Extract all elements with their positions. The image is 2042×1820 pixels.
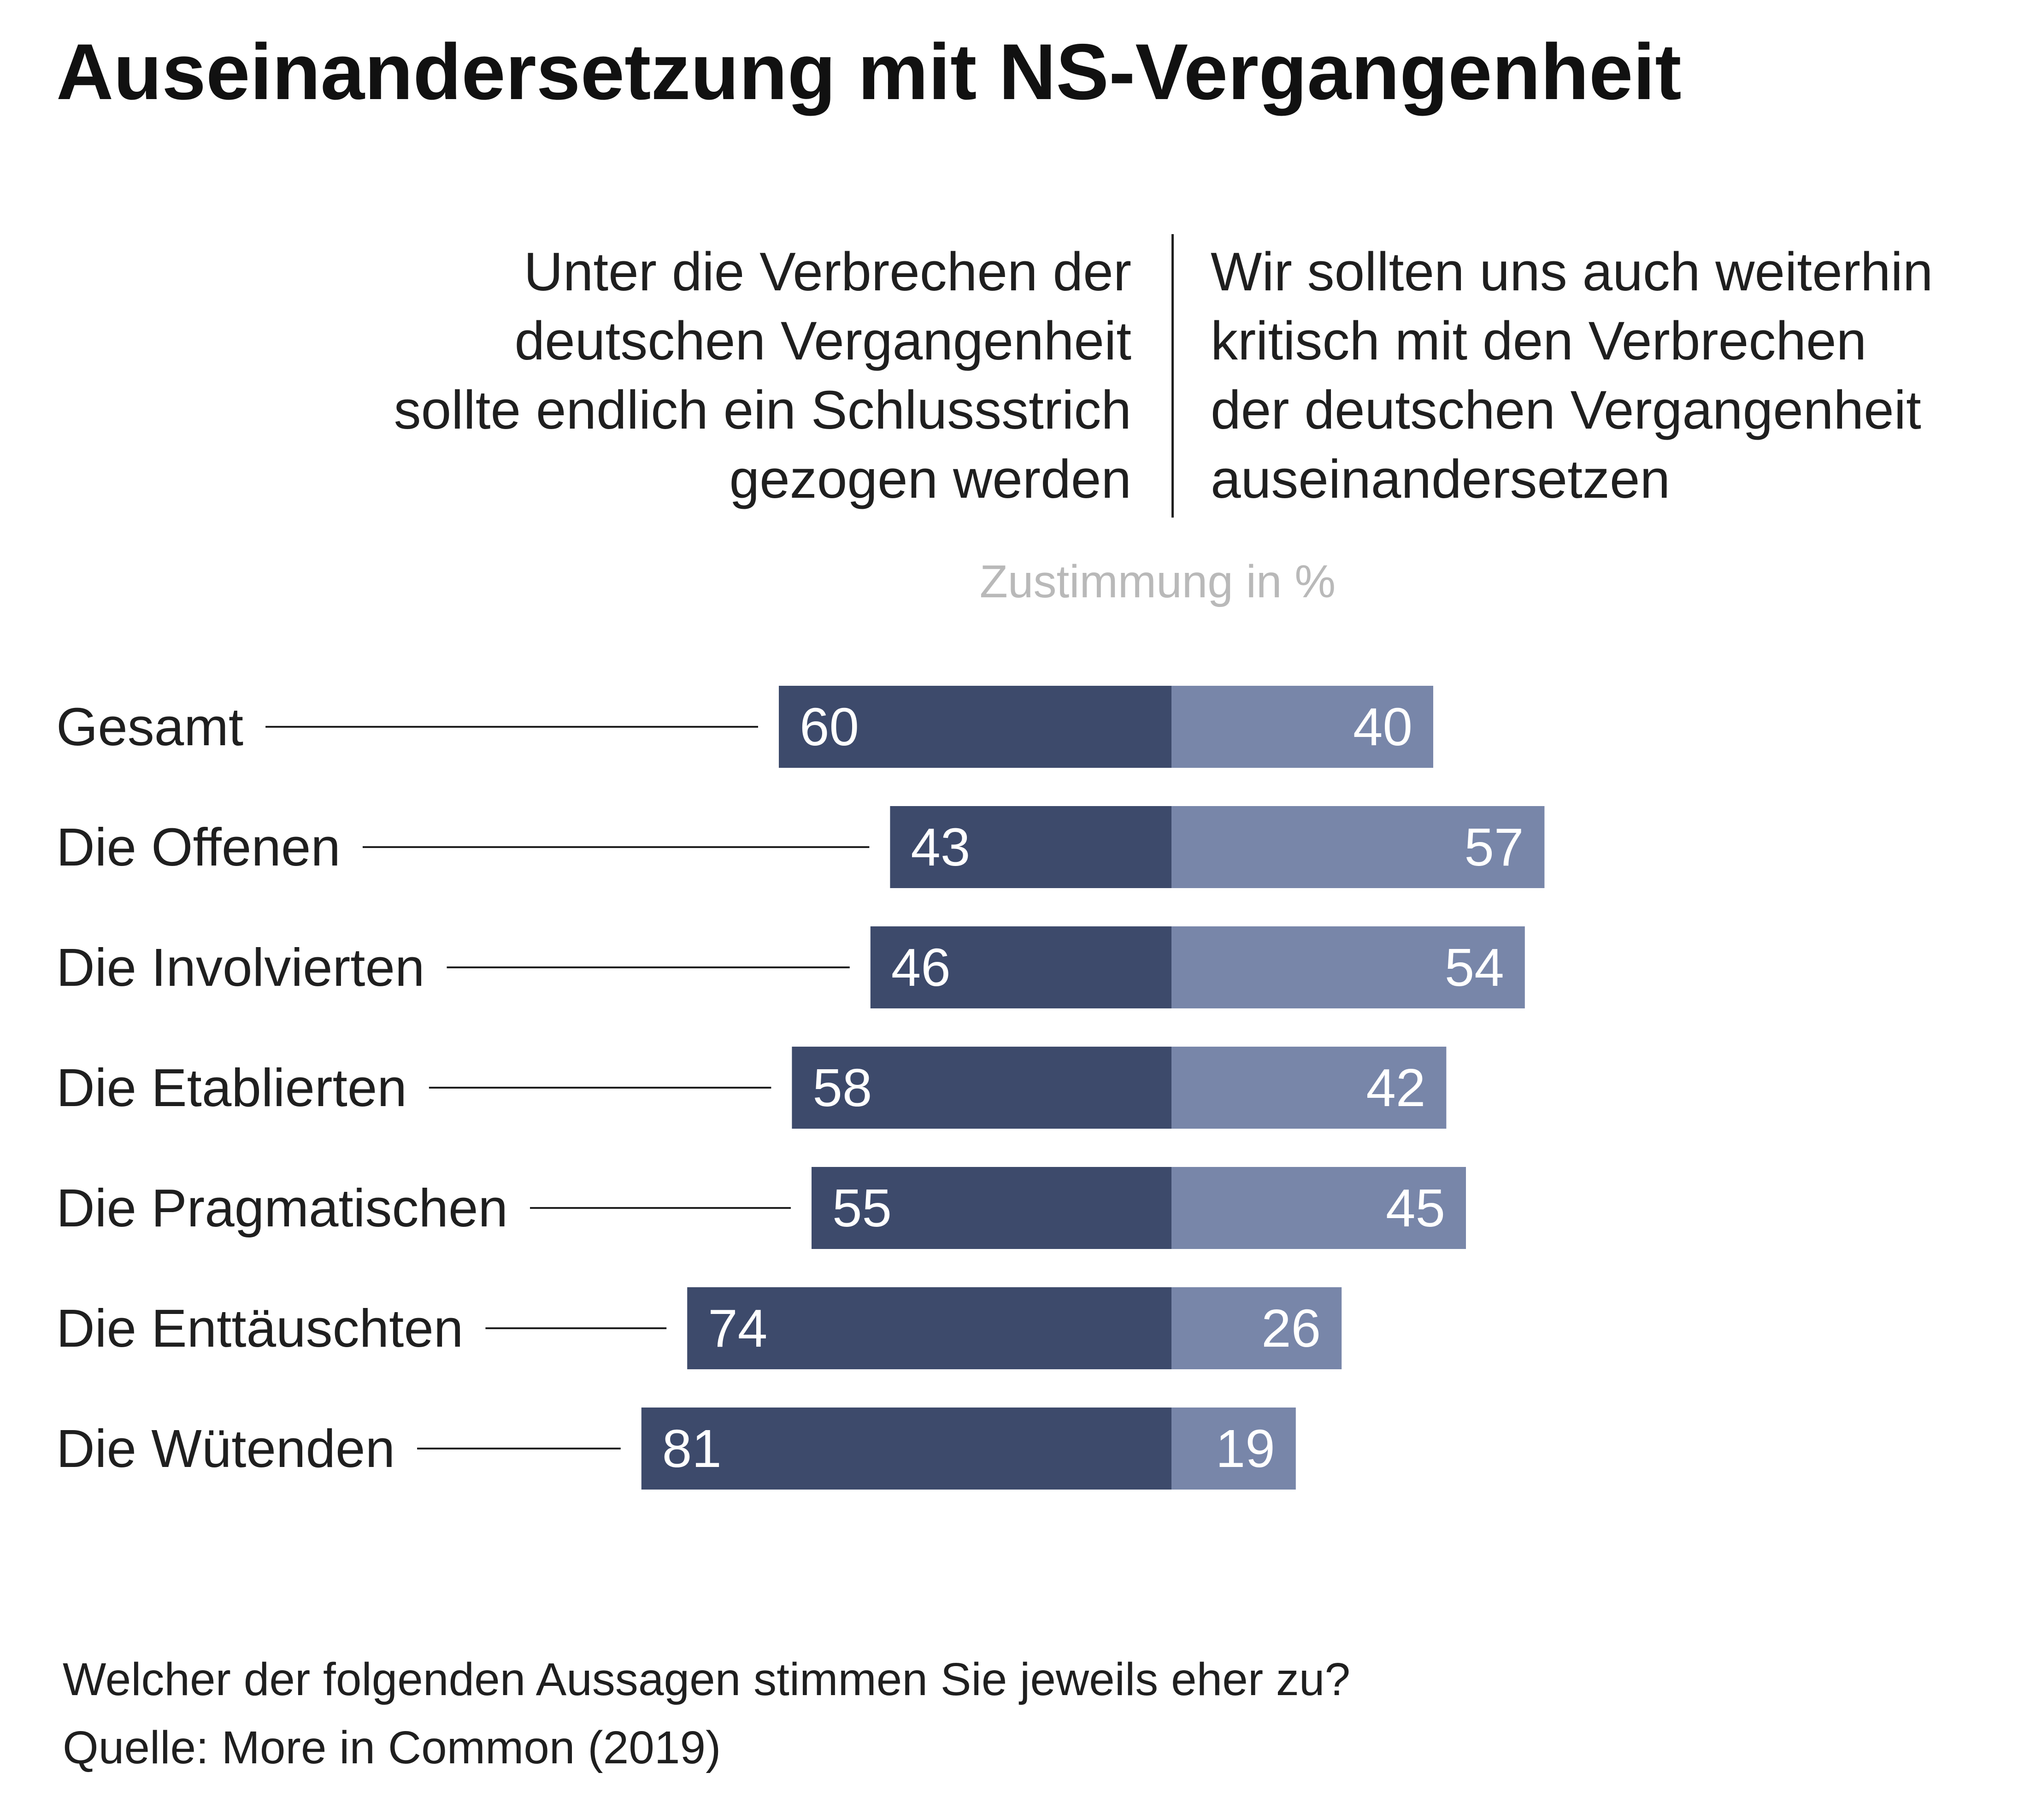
right-statement: Wir sollten uns auch weiterhin kritisch … xyxy=(1211,241,1933,510)
value-label-right: 19 xyxy=(1216,1419,1275,1478)
category-label: Gesamt xyxy=(56,697,243,757)
footer: Welcher der folgenden Aussagen stimmen S… xyxy=(63,1645,1350,1782)
value-label-left: 55 xyxy=(832,1178,892,1238)
bar-auseinandersetzen xyxy=(1171,806,1545,888)
value-label-left: 58 xyxy=(812,1058,872,1118)
bar-auseinandersetzen xyxy=(1171,1408,1296,1490)
bar-schlussstrich xyxy=(812,1167,1171,1249)
bar-schlussstrich xyxy=(779,686,1171,768)
category-label: Die Etablierten xyxy=(56,1058,407,1118)
value-label-left: 46 xyxy=(891,937,951,997)
source-note: Quelle: More in Common (2019) xyxy=(63,1722,721,1773)
bar-auseinandersetzen xyxy=(1171,1047,1447,1129)
bar-auseinandersetzen xyxy=(1171,1167,1466,1249)
value-label-right: 45 xyxy=(1386,1178,1445,1238)
value-label-left: 81 xyxy=(662,1419,722,1478)
category-label: Die Enttäuschten xyxy=(56,1298,463,1358)
left-statement: Unter die Verbrechen der deutschen Verga… xyxy=(394,241,1131,510)
bar-auseinandersetzen xyxy=(1171,1287,1342,1369)
category-label: Die Wütenden xyxy=(56,1419,395,1478)
bar-auseinandersetzen xyxy=(1171,686,1433,768)
bar-schlussstrich xyxy=(870,926,1171,1008)
bar-schlussstrich xyxy=(641,1408,1171,1490)
bar-auseinandersetzen xyxy=(1171,926,1525,1008)
value-label-right: 26 xyxy=(1261,1298,1321,1358)
category-label: Die Pragmatischen xyxy=(56,1178,508,1238)
bar-schlussstrich xyxy=(890,806,1171,888)
bar-schlussstrich xyxy=(792,1047,1171,1129)
value-label-right: 40 xyxy=(1353,697,1412,757)
unit-label: Zustimmung in % xyxy=(979,556,1336,607)
survey-question: Welcher der folgenden Aussagen stimmen S… xyxy=(63,1654,1351,1705)
value-label-left: 43 xyxy=(911,817,970,877)
statement-divider xyxy=(1171,234,1174,518)
value-label-right: 42 xyxy=(1366,1058,1425,1118)
value-label-right: 57 xyxy=(1464,817,1524,877)
category-label: Die Involvierten xyxy=(56,937,424,997)
bar-schlussstrich xyxy=(687,1287,1171,1369)
value-label-right: 54 xyxy=(1445,937,1504,997)
value-label-left: 74 xyxy=(708,1298,767,1358)
value-label-left: 60 xyxy=(800,697,859,757)
category-label: Die Offenen xyxy=(56,817,341,877)
chart-title: Auseinandersetzung mit NS-Vergangenheit xyxy=(56,28,1682,116)
